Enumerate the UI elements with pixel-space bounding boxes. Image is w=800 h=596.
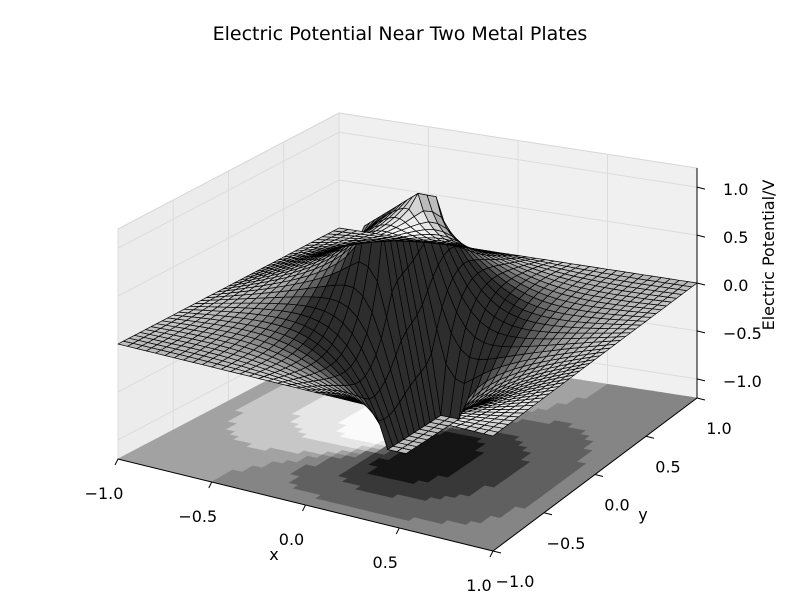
x-axis-label: x xyxy=(269,545,278,564)
z-tick-label: 1.0 xyxy=(723,180,748,199)
y-axis-label: y xyxy=(638,505,647,524)
y-tick-label: 1.0 xyxy=(706,419,731,438)
y-tick-label: 0.5 xyxy=(655,457,680,476)
x-tick-mark xyxy=(208,481,213,489)
tick-labels: −1.0 −0.5 0.0 0.5 1.0 −1.0 −0.5 0.0 0.5 1.0 −1.0 −0… xyxy=(85,180,762,595)
grid-line-z-left xyxy=(117,179,340,297)
x-tick-label: −1.0 xyxy=(85,484,124,503)
surface-mesh xyxy=(117,193,698,454)
surface-face xyxy=(333,227,349,233)
z-tick-label: −1.0 xyxy=(723,372,762,391)
z-tick-mark xyxy=(696,186,706,190)
y-tick-label: −0.5 xyxy=(547,534,586,553)
x-tick-mark xyxy=(489,550,494,558)
y-tick-mark xyxy=(594,474,604,477)
y-tick-mark xyxy=(645,435,655,439)
y-tick-mark xyxy=(543,512,553,516)
grid-line-z-back xyxy=(338,179,698,236)
x-tick-label: −0.5 xyxy=(178,507,217,526)
z-tick-label: 0.5 xyxy=(723,228,748,247)
x-tick-label: 0.5 xyxy=(373,553,398,572)
x-tick-label: 0.0 xyxy=(279,530,304,549)
z-tick-mark xyxy=(696,282,706,286)
grid-line-z-left xyxy=(117,131,340,249)
grid-line-z-back xyxy=(338,131,698,188)
z-tick-mark xyxy=(696,330,706,334)
x-tick-mark xyxy=(114,458,119,466)
z-tick-mark xyxy=(696,378,706,382)
y-tick-label: 0.0 xyxy=(604,496,629,515)
tick-marks xyxy=(114,186,706,558)
x-tick-mark xyxy=(302,504,306,512)
z-tick-mark xyxy=(696,234,706,238)
x-tick-label: 1.0 xyxy=(466,576,491,595)
z-tick-label: 0.0 xyxy=(723,276,748,295)
x-tick-mark xyxy=(395,527,400,535)
y-tick-mark xyxy=(696,397,706,401)
y-tick-mark xyxy=(492,550,502,554)
y-tick-label: −1.0 xyxy=(496,572,535,591)
z-axis-label: Electric Potential/V xyxy=(759,180,778,331)
chart-title: Electric Potential Near Two Metal Plates xyxy=(213,23,588,45)
z-tick-label: −0.5 xyxy=(723,324,762,343)
